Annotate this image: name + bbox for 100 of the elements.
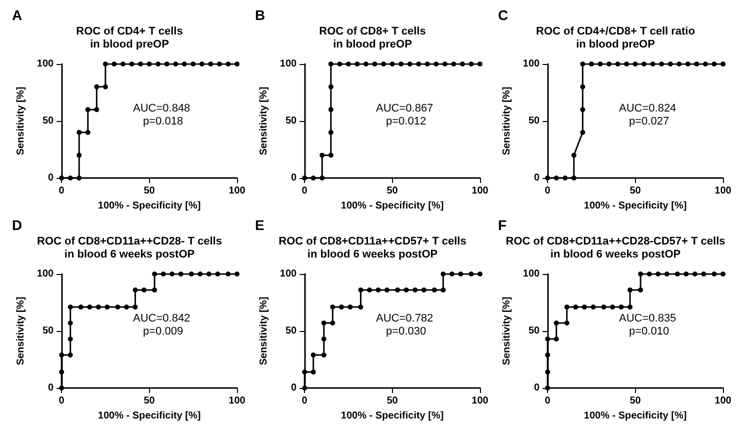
y-tick-label: 0: [291, 172, 298, 184]
point: [68, 304, 73, 310]
point: [692, 272, 698, 276]
point: [68, 176, 73, 180]
x-tick-label: 50: [386, 396, 398, 406]
point: [646, 272, 652, 276]
text: E: [255, 217, 264, 233]
point: [702, 62, 708, 66]
point: [338, 304, 344, 310]
y-tick-label: 50: [42, 326, 54, 336]
point: [328, 107, 334, 112]
y-tick-label: 100: [36, 268, 54, 280]
point: [720, 62, 726, 66]
point: [129, 62, 134, 66]
point: [68, 336, 73, 342]
point: [478, 272, 482, 276]
y-axis-title: Sensitivity [%]: [16, 296, 26, 366]
point: [398, 62, 404, 66]
point: [87, 304, 92, 310]
point: [321, 352, 326, 358]
point: [573, 304, 578, 310]
point: [432, 287, 437, 292]
point: [395, 287, 400, 292]
point: [638, 272, 644, 276]
point: [580, 130, 586, 135]
x-tick-label: 0: [544, 186, 551, 196]
point: [320, 176, 325, 180]
y-axis-title: Sensitivity [%]: [16, 86, 26, 156]
point: [102, 84, 108, 90]
annotation: AUC=0.842: [133, 312, 190, 324]
point: [358, 287, 364, 292]
point: [545, 336, 550, 342]
point: [468, 272, 474, 276]
point: [580, 107, 586, 112]
point: [59, 386, 64, 390]
text: F: [498, 217, 507, 233]
point: [142, 287, 147, 292]
y-tick-label: 0: [534, 382, 540, 394]
point: [173, 62, 178, 66]
point: [102, 62, 108, 66]
chart-title: ROC of CD8+CD11a++CD28- T cells in blood 6 weeks postOP: [37, 236, 222, 260]
point: [198, 272, 203, 276]
x-tick-label: 100: [472, 396, 489, 406]
x-tick-label: 0: [302, 186, 308, 196]
point: [606, 62, 612, 66]
point: [659, 62, 664, 66]
x-tick-label: 50: [144, 186, 156, 196]
x-tick-label: 0: [58, 396, 65, 406]
point: [120, 62, 126, 66]
point: [564, 320, 570, 326]
point: [320, 152, 325, 158]
point: [412, 287, 418, 292]
point: [358, 304, 364, 310]
point: [234, 272, 240, 276]
point: [460, 62, 465, 66]
point: [96, 304, 101, 310]
point: [215, 272, 220, 276]
point: [348, 304, 353, 310]
point: [330, 320, 336, 326]
point: [226, 62, 231, 66]
point: [138, 62, 144, 66]
x-tick-label: 100: [472, 186, 489, 196]
point: [321, 336, 326, 342]
x-tick-label: 0: [58, 186, 65, 196]
point: [664, 272, 670, 276]
point: [580, 62, 586, 66]
point: [152, 272, 158, 276]
annotation: AUC=0.867: [376, 102, 434, 114]
x-tick-label: 0: [544, 396, 551, 406]
point: [545, 176, 550, 180]
point: [545, 352, 550, 358]
point: [188, 272, 194, 276]
point: [545, 386, 550, 390]
point: [390, 62, 395, 66]
point: [115, 304, 120, 310]
point: [182, 62, 187, 66]
point: [618, 304, 624, 310]
chart-title: ROC of CD8+CD11a++CD57+ T cells in blood 6 weeks postOP: [278, 236, 466, 260]
point: [234, 62, 240, 66]
point: [85, 107, 90, 112]
point: [580, 84, 586, 90]
y-tick-label: 100: [522, 268, 540, 280]
point: [610, 304, 615, 310]
point: [588, 62, 594, 66]
point: [346, 62, 351, 66]
point: [178, 272, 184, 276]
point: [59, 352, 64, 358]
point: [674, 272, 680, 276]
point: [384, 287, 390, 292]
x-tick-label: 100: [228, 396, 246, 406]
point: [701, 272, 706, 276]
point: [562, 176, 568, 180]
point: [628, 304, 633, 310]
point: [590, 304, 596, 310]
annotation: p=0.030: [386, 326, 426, 338]
point: [458, 272, 464, 276]
point: [164, 62, 170, 66]
annotation: p=0.009: [143, 326, 184, 338]
point: [199, 62, 204, 66]
y-tick-label: 0: [291, 382, 298, 394]
